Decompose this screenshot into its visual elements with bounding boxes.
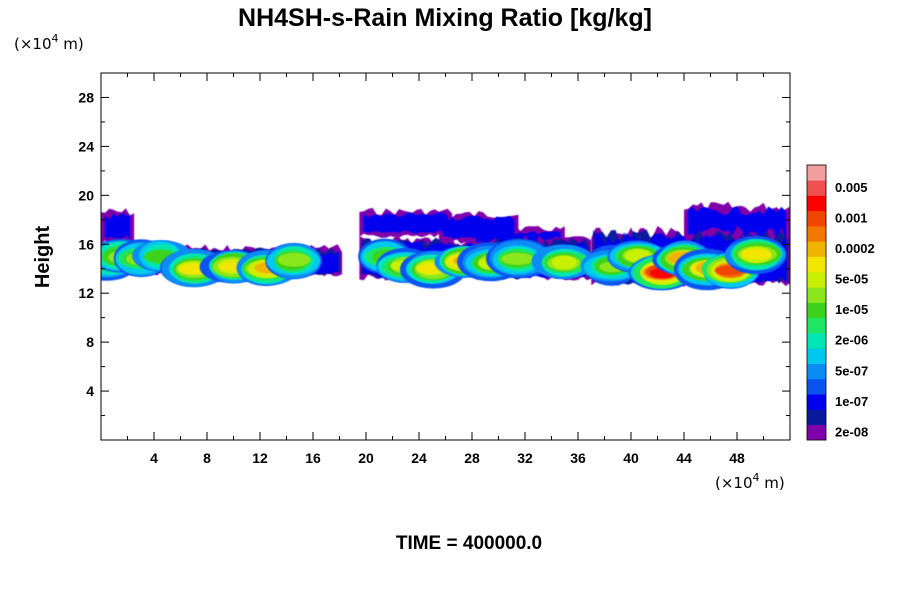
y-axis-label: Height xyxy=(32,226,54,289)
y-tick-label: 24 xyxy=(78,138,94,154)
y-tick-label: 8 xyxy=(86,334,94,350)
y-tick-label: 4 xyxy=(86,383,94,399)
colorbar-swatch xyxy=(807,287,826,303)
colorbar-label: 1e-05 xyxy=(835,302,868,317)
colorbar-swatch xyxy=(807,271,826,288)
x-unit-label: (×104 m) xyxy=(715,471,785,492)
field-contour-blob xyxy=(501,252,535,265)
colorbar-label: 2e-08 xyxy=(835,424,868,439)
colorbar-label: 1e-07 xyxy=(835,394,868,409)
field-upper-wisp-inner xyxy=(105,213,131,240)
x-tick-label: 32 xyxy=(517,450,533,466)
colorbar-swatch xyxy=(807,333,826,349)
colorbar-swatch xyxy=(807,180,826,196)
y-unit-label: (×104 m) xyxy=(14,32,84,53)
x-tick-label: 36 xyxy=(570,450,586,466)
colorbar-label: 5e-05 xyxy=(835,272,868,287)
colorbar-swatch xyxy=(807,165,826,181)
x-tick-label: 48 xyxy=(729,450,745,466)
field-contour-blob xyxy=(551,255,577,270)
colorbar-swatch xyxy=(807,256,826,273)
colorbar-swatch xyxy=(807,241,826,257)
colorbar-swatch xyxy=(807,378,826,395)
colorbar-swatch xyxy=(807,348,826,364)
x-tick-label: 4 xyxy=(150,450,158,466)
colorbar-swatch xyxy=(807,226,826,242)
x-tick-label: 12 xyxy=(252,450,268,466)
x-tick-label: 44 xyxy=(676,450,692,466)
x-tick-label: 16 xyxy=(305,450,321,466)
x-tick-label: 8 xyxy=(203,450,211,466)
y-tick-label: 16 xyxy=(78,236,94,252)
colorbar-label: 0.001 xyxy=(835,210,868,225)
field-upper-wisp-inner xyxy=(363,212,449,234)
colorbar-swatch xyxy=(807,409,826,426)
colorbar-label: 2e-06 xyxy=(835,333,868,348)
x-tick-label: 24 xyxy=(411,450,427,466)
colorbar-frame xyxy=(806,164,827,441)
chart-title: NH4SH-s-Rain Mixing Ratio [kg/kg] xyxy=(238,4,652,32)
field-contour-blob xyxy=(277,252,311,267)
field-contour-blob xyxy=(741,248,772,260)
y-tick-label: 20 xyxy=(78,187,94,203)
colorbar-swatch xyxy=(807,424,826,441)
x-tick-label: 20 xyxy=(358,450,374,466)
colorbar-label: 0.005 xyxy=(835,180,868,195)
colorbar-label: 5e-07 xyxy=(835,363,868,378)
time-label: TIME = 400000.0 xyxy=(396,533,542,554)
colorbar-swatch xyxy=(807,195,826,212)
colorbar-swatch xyxy=(807,210,826,227)
colorbar-swatch xyxy=(807,363,826,380)
colorbar-swatch xyxy=(807,302,826,319)
x-tick-label: 40 xyxy=(623,450,639,466)
y-tick-label: 12 xyxy=(78,285,94,301)
y-tick-label: 28 xyxy=(78,89,94,105)
colorbar: 2e-08 1e-07 5e-07 2e-06 1e-05 5e-05 0.0002 0.00… xyxy=(806,164,875,441)
colorbar-label: 0.0002 xyxy=(835,241,875,256)
colorbar-swatch xyxy=(807,394,826,410)
colorbar-swatch xyxy=(807,317,826,334)
x-tick-label: 28 xyxy=(464,450,480,466)
